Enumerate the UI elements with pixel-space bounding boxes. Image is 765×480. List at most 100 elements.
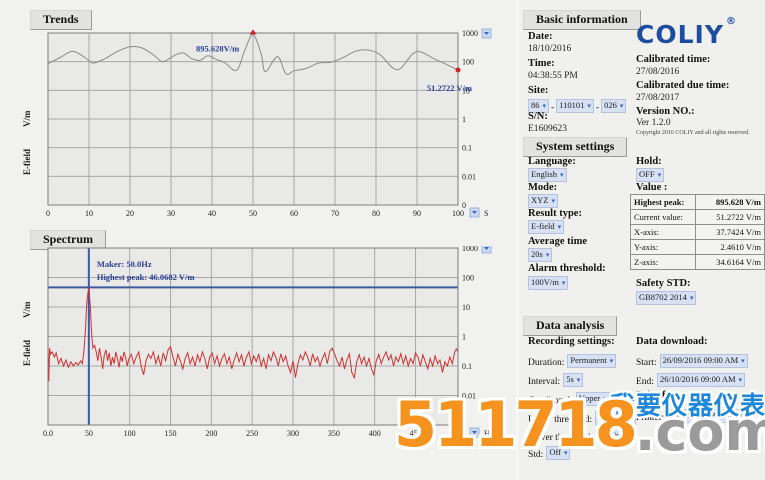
upper-threshold-label: Upper threshold:: [528, 415, 593, 425]
peak-annotation: 895.628V/m: [196, 43, 239, 53]
site-separator: -: [551, 103, 555, 113]
svg-text:0.1: 0.1: [462, 144, 472, 153]
value-table-row: X-axis: 37.7424 V/m: [630, 224, 765, 240]
hold-label: Hold:: [636, 156, 662, 167]
conditonal-row: Conditonal: Upper: [528, 390, 610, 408]
mode-label: Mode:: [528, 182, 558, 193]
site-select-1[interactable]: 110101: [556, 99, 594, 114]
safety-std-label: Safety STD:: [636, 278, 691, 289]
value-table-row: Current value: 51.2722 V/m: [630, 209, 765, 225]
y-axis-label-field: E-field: [22, 340, 32, 366]
printer-select[interactable]: HP Color CP1215: [667, 409, 742, 424]
svg-text:100: 100: [462, 58, 474, 67]
y-axis-ticks: 1000 100 10 1 0.1 0.01 0: [462, 29, 478, 210]
svg-text:250: 250: [246, 429, 258, 438]
svg-text:1000: 1000: [462, 29, 478, 38]
value-table-label: Highest peak:: [630, 194, 696, 210]
upper-threshold-select[interactable]: 100V/m: [595, 411, 636, 426]
std-row: Std: Off: [528, 444, 571, 462]
interval-row: Interval: 5s: [528, 371, 584, 389]
right-panel: Basic information Date: 18/10/2016 Time:…: [517, 0, 765, 480]
lower-threshold-row: Lower threshold: 10V/m: [528, 427, 633, 445]
svg-text:100: 100: [124, 429, 136, 438]
version-label: Version NO.:: [636, 106, 695, 117]
x-axis-ticks: 0.0 50 100 150 200 250 300 350 400 450 502: [43, 429, 464, 438]
duration-select[interactable]: Permanent: [567, 354, 617, 369]
section-header-basic-information: Basic information: [523, 10, 641, 30]
trends-chart: 1000 100 10 1 0.1 0.01 0 0 10 20 30 40 50 60 70 80 90 100…: [22, 28, 492, 218]
average-time-select[interactable]: 20s: [528, 248, 553, 262]
download-end-label: End:: [636, 377, 654, 387]
interval-label: Interval:: [528, 377, 561, 387]
value-table-value: 37.7424 V/m: [695, 224, 765, 240]
svg-text:50: 50: [249, 209, 257, 218]
section-header-data-analysis: Data analysis: [523, 316, 618, 336]
site-label: Site:: [528, 85, 549, 96]
svg-text:1: 1: [462, 333, 466, 342]
download-start-select[interactable]: 26/09/2016 09:00 AM: [659, 354, 748, 369]
coliy-logo: COLIY ®: [636, 16, 736, 49]
svg-text:40: 40: [208, 209, 216, 218]
grid-lines: [47, 32, 459, 206]
interval-select[interactable]: 5s: [563, 373, 584, 388]
svg-text:1000: 1000: [462, 246, 478, 253]
version-value: Ver 1.2.0: [636, 118, 671, 128]
section-header-system-settings: System settings: [523, 137, 628, 157]
current-value-marker-icon: [455, 67, 461, 73]
value-table-row: Z-axis: 34.6164 V/m: [630, 254, 765, 270]
result-type-label: Result type:: [528, 208, 582, 219]
plot-border: [47, 247, 459, 426]
y-axis-label-field: E-field: [22, 149, 32, 175]
printer-label: Printer:: [636, 413, 665, 423]
chevron-down-icon: [484, 32, 489, 35]
serial-number-label: S/N:: [528, 111, 548, 122]
mode-select[interactable]: XYZ: [528, 194, 558, 208]
svg-text:10: 10: [85, 209, 93, 218]
alarm-threshold-select[interactable]: 100V/m: [528, 276, 569, 290]
safety-std-select[interactable]: GB8702 2014: [636, 291, 697, 305]
recording-settings-label: Recording settings:: [528, 336, 615, 347]
value-table-label: X-axis:: [630, 224, 696, 240]
x-axis-unit: Hz: [484, 429, 494, 438]
svg-text:100: 100: [452, 209, 464, 218]
value-table-row: Y-axis: 2.4610 V/m: [630, 239, 765, 255]
value-table-value: 895.628 V/m: [695, 194, 765, 210]
svg-text:502: 502: [452, 429, 464, 438]
spectrum-chart: 1000 100 10 1 0.1 0.01 0 0.0 50 100 150 200 250 300 35…: [22, 246, 494, 438]
language-select[interactable]: English: [528, 168, 567, 182]
download-end-select[interactable]: 26/10/2016 09:00 AM: [656, 373, 746, 388]
svg-text:0.01: 0.01: [462, 172, 476, 181]
lower-threshold-label: Lower threshold:: [528, 433, 594, 443]
std-select[interactable]: Off: [546, 446, 571, 461]
site-select-0[interactable]: 86: [528, 99, 550, 114]
current-value-annotation: 51.2722 V/m: [427, 83, 472, 93]
data-download-label: Data download:: [636, 336, 708, 347]
value-table-value: 51.2722 V/m: [695, 209, 765, 225]
value-table: Highest peak: 895.628 V/m Current value: 51…: [630, 194, 765, 270]
lower-threshold-select[interactable]: 10V/m: [596, 429, 633, 444]
result-type-select[interactable]: E-field: [528, 220, 565, 234]
svg-text:20: 20: [126, 209, 134, 218]
time-value: 04:38:55 PM: [528, 71, 578, 81]
std-label: Std:: [528, 450, 544, 460]
tab-trends[interactable]: Trends: [30, 10, 92, 30]
value-table-label: Current value:: [630, 209, 696, 225]
svg-text:300: 300: [287, 429, 299, 438]
calibrated-time-value: 27/08/2016: [636, 67, 680, 77]
conditonal-select[interactable]: Upper: [575, 392, 610, 407]
serial-number-value: E1609623: [528, 124, 568, 134]
svg-text:150: 150: [165, 429, 177, 438]
svg-text:100: 100: [462, 274, 474, 283]
svg-text:1: 1: [462, 115, 466, 124]
alarm-threshold-label: Alarm threshold:: [528, 263, 606, 274]
peak-marker-icon: [249, 29, 257, 35]
value-label: Value :: [636, 182, 668, 193]
svg-text:80: 80: [372, 209, 380, 218]
registered-mark-icon: ®: [725, 16, 736, 27]
date-value: 18/10/2016: [528, 44, 572, 54]
calibrated-due-label: Calibrated due time:: [636, 80, 730, 91]
hold-select[interactable]: OFF: [636, 168, 665, 182]
chevron-down-icon: [472, 211, 477, 214]
site-select-2[interactable]: 026: [601, 99, 627, 114]
